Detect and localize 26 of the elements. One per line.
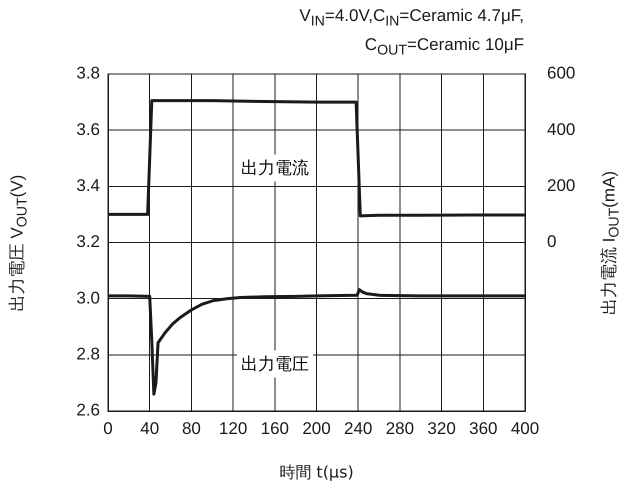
y-tick-label: 3.6 bbox=[76, 120, 100, 139]
y2-tick-label: 0 bbox=[547, 232, 556, 252]
y-tick-label: 3.8 bbox=[76, 64, 100, 83]
x-tick-label: 240 bbox=[344, 418, 372, 438]
x-tick-label: 160 bbox=[260, 418, 289, 438]
y-tick-label: 2.8 bbox=[76, 344, 100, 364]
y2-tick-label: 200 bbox=[547, 176, 576, 196]
annotation: 出力電圧 bbox=[236, 350, 313, 378]
x-axis-title: 時間 t(μs) bbox=[279, 462, 354, 482]
x-tick-label: 200 bbox=[302, 418, 331, 438]
x-tick-label: 120 bbox=[218, 418, 248, 438]
y-tick-label: 3.4 bbox=[76, 176, 100, 196]
y-tick-label: 3.2 bbox=[76, 232, 100, 252]
text: V$_{IN}$=4.0V,C$_{IN}$=Ceramic 4.7μF, C$_{OUT}$=Ceramic 10μF bbox=[299, 6, 524, 59]
y2-tick-label: 600 bbox=[547, 64, 576, 83]
y-tick-label: 2.6 bbox=[76, 400, 100, 420]
x-tick-label: 320 bbox=[427, 418, 456, 438]
x-tick-label: 40 bbox=[140, 418, 160, 438]
x-tick-label: 360 bbox=[469, 418, 498, 438]
y-tick-label: 3.0 bbox=[76, 288, 100, 308]
y2-tick-label: 400 bbox=[547, 120, 576, 139]
x-tick-label: 80 bbox=[182, 418, 201, 438]
x-tick-label: 0 bbox=[103, 418, 113, 438]
annotation: 出力電流 bbox=[236, 154, 313, 182]
x-tick-label: 280 bbox=[386, 418, 414, 438]
x-tick-label: 400 bbox=[510, 418, 540, 438]
